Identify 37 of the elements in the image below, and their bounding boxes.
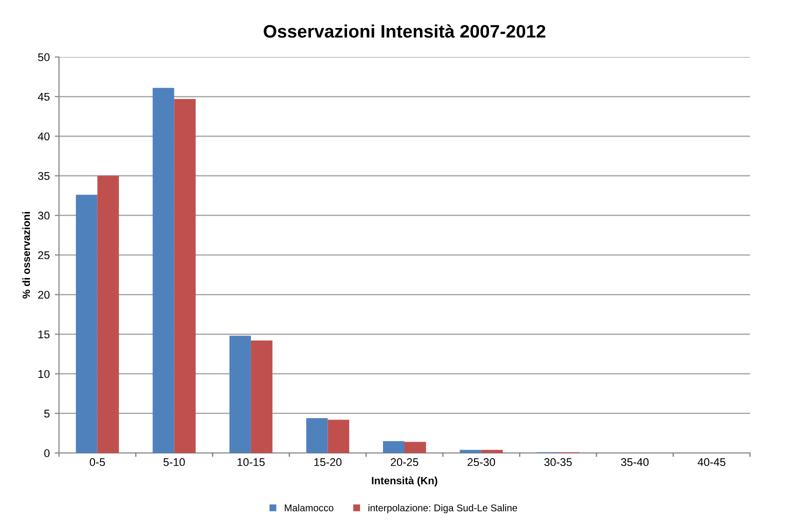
- bar: [152, 88, 174, 453]
- bar: [97, 176, 119, 453]
- x-tick-label: 10-15: [238, 458, 265, 466]
- x-tick-label: 0-5: [90, 458, 105, 466]
- bar: [383, 441, 404, 453]
- bar: [250, 340, 272, 453]
- bar: [76, 194, 98, 453]
- bar: [306, 418, 328, 453]
- y-tick-label: 35: [38, 172, 50, 180]
- x-tick-label: 30-35: [544, 458, 572, 466]
- bar: [229, 336, 251, 453]
- bar: [481, 450, 503, 453]
- y-tick-label: 40: [38, 132, 50, 140]
- bar: [404, 442, 426, 453]
- y-tick-label: 25: [38, 251, 50, 260]
- y-tick-label: 5: [44, 410, 50, 418]
- x-tick-label: 40-45: [698, 458, 726, 466]
- x-tick-label: 5-10: [163, 458, 185, 466]
- y-tick-label: 10: [38, 370, 50, 378]
- bar: [174, 98, 196, 453]
- x-tick-label: 15-20: [314, 458, 342, 466]
- y-tick-label: 50: [38, 53, 50, 62]
- x-axis-title: Intensità (Kn): [372, 476, 438, 486]
- y-tick-label: 30: [38, 212, 50, 220]
- y-tick-label: 45: [38, 92, 50, 101]
- legend-label: interpolazione: Diga Sud-Le Saline: [368, 504, 518, 514]
- x-tick-label: 35-40: [621, 458, 649, 466]
- y-axis-title: % di osservazioni: [22, 212, 30, 298]
- y-tick-label: 20: [38, 290, 50, 299]
- bar: [460, 450, 482, 453]
- chart-title: Osservazioni Intensità 2007-2012: [264, 24, 546, 38]
- legend-label: Malamocco: [284, 504, 334, 512]
- y-tick-label: 0: [44, 449, 50, 458]
- x-tick-label: 25-30: [468, 458, 496, 466]
- x-tick-label: 20-25: [390, 458, 418, 466]
- bar: [328, 420, 350, 453]
- y-tick-label: 15: [38, 330, 50, 338]
